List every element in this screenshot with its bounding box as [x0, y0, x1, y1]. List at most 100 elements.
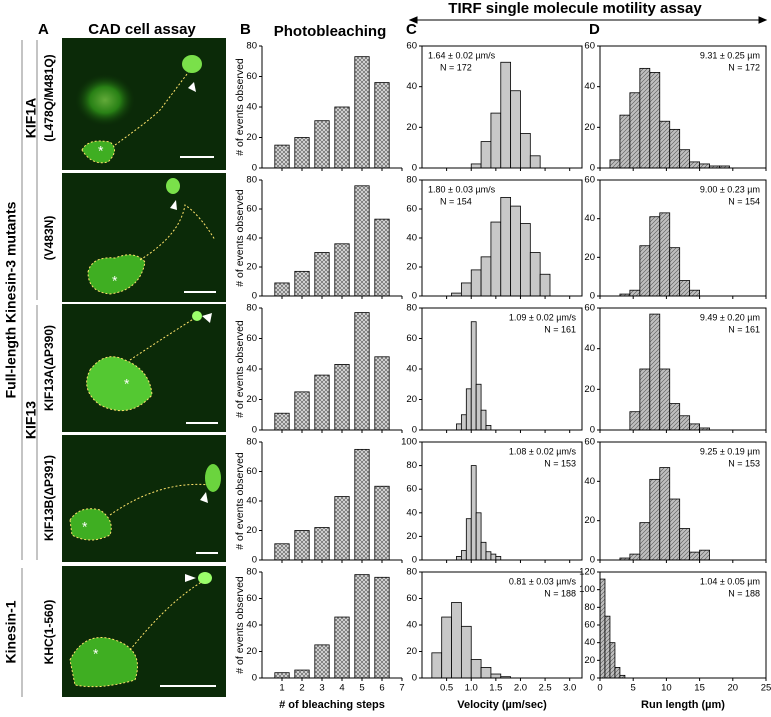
y-tick-label: 40 [246, 233, 257, 244]
y-axis-label: # of events observed [234, 576, 246, 674]
histogram-bar [465, 518, 472, 561]
y-tick-label: 0 [252, 425, 257, 436]
chart: 0 20 40 60 80 100 1.08 ± 0.02 µm/s N = 153 [401, 437, 583, 566]
histogram-bar [669, 403, 681, 431]
chart: 0 20 40 60 9.49 ± 0.20 µm N = 161 [584, 303, 767, 436]
annotation: 9.49 ± 0.20 µm [700, 312, 760, 322]
y-tick-label: 20 [584, 515, 595, 526]
histogram-bar [629, 411, 641, 431]
panel-letter: D [589, 21, 600, 38]
y-tick-label: 60 [246, 466, 257, 477]
cell-image: * [62, 173, 226, 302]
image-marker: * [82, 519, 88, 535]
histogram-bar [490, 553, 497, 561]
histogram-bar [529, 155, 541, 169]
x-tick-label: 3 [319, 683, 324, 694]
y-tick-label: 120 [579, 567, 595, 578]
histogram-bar [614, 667, 621, 679]
bar [374, 82, 390, 169]
y-tick-label: 0 [412, 673, 417, 684]
histogram-bar [689, 551, 701, 561]
chart: 0 20 40 60 80# of events observed [234, 175, 403, 302]
histogram-bar [689, 161, 701, 169]
histogram-bar [669, 247, 681, 297]
section-bracket [408, 16, 768, 24]
plot-frame [599, 45, 767, 169]
y-tick-label: 40 [584, 637, 595, 648]
histogram-bar [490, 673, 502, 679]
annotation: 1.09 ± 0.02 µm/s [509, 312, 577, 322]
row-label: (V483N) [42, 216, 56, 261]
cell-image: * [62, 38, 226, 170]
y-tick-label: 80 [406, 567, 417, 578]
plot-frame [421, 441, 583, 561]
y-tick-label: 60 [584, 620, 595, 631]
bar [274, 282, 290, 297]
y-tick-label: 40 [406, 507, 417, 518]
y-tick-label: 0 [412, 555, 417, 566]
histogram-bar [510, 90, 521, 169]
y-tick-label: 40 [584, 476, 595, 487]
y-tick-label: 20 [246, 262, 257, 273]
histogram-bar [510, 205, 521, 297]
histogram-bar [659, 368, 671, 431]
y-tick-label: 20 [246, 646, 257, 657]
histogram-bar [679, 415, 691, 431]
y-tick-label: 40 [246, 620, 257, 631]
histogram-bar [490, 112, 502, 169]
bar [354, 574, 370, 679]
y-tick-label: 100 [579, 584, 595, 595]
bar [314, 252, 330, 297]
x-tick-label: 5 [359, 683, 364, 694]
y-tick-label: 60 [406, 593, 417, 604]
histogram-bar [679, 149, 691, 169]
y-tick-label: 80 [246, 41, 257, 52]
bar [354, 448, 370, 561]
x-axis-label: Run length (µm) [641, 699, 725, 711]
bar [294, 669, 310, 679]
histogram-bar [639, 67, 651, 169]
histogram-bar [699, 549, 710, 561]
chart: 0 20 40 60 80 1 2 3 4 5 6 7 # of events observed # of… [234, 567, 405, 711]
y-tick-label: 60 [584, 175, 595, 186]
x-tick-label: 1 [279, 683, 284, 694]
section-title: TIRF single molecule motility assay [448, 0, 702, 17]
chart: 0 20 40 60 80# of events observed [234, 437, 403, 566]
annotation-n: N = 172 [728, 62, 760, 72]
annotation: 9.31 ± 0.25 µm [700, 50, 760, 60]
x-tick-label: 6 [379, 683, 384, 694]
bar [334, 106, 350, 169]
histogram-bar [480, 141, 492, 169]
group-brackets [21, 40, 38, 697]
x-tick-label: 2.5 [538, 683, 551, 694]
y-tick-label: 0 [252, 555, 257, 566]
y-tick-label: 60 [584, 41, 595, 52]
histogram-bar [460, 282, 472, 297]
y-tick-label: 0 [590, 555, 595, 566]
histogram-bar [679, 280, 691, 297]
y-tick-label: 80 [246, 175, 257, 186]
y-tick-label: 40 [584, 213, 595, 224]
y-tick-label: 80 [406, 303, 417, 314]
x-tick-label: 2 [299, 683, 304, 694]
y-tick-label: 20 [584, 122, 595, 133]
y-tick-label: 40 [246, 364, 257, 375]
y-tick-label: 60 [246, 333, 257, 344]
annotation-n: N = 153 [544, 458, 576, 468]
bar [334, 496, 350, 561]
y-axis-label: # of events observed [234, 320, 246, 418]
y-tick-label: 40 [584, 81, 595, 92]
image-marker: * [93, 646, 99, 662]
bar [314, 644, 330, 679]
row-label: KIF13A(ΔP390) [42, 325, 56, 411]
y-tick-label: 20 [406, 122, 417, 133]
histogram-bar [490, 221, 502, 297]
annotation: 1.08 ± 0.02 µm/s [509, 446, 577, 456]
histogram-bar [520, 133, 531, 169]
cell-image: * [62, 304, 226, 432]
histogram-bar [470, 659, 482, 679]
bar [274, 543, 290, 561]
annotation-n: N = 172 [440, 62, 472, 72]
histogram-bar [689, 423, 701, 431]
